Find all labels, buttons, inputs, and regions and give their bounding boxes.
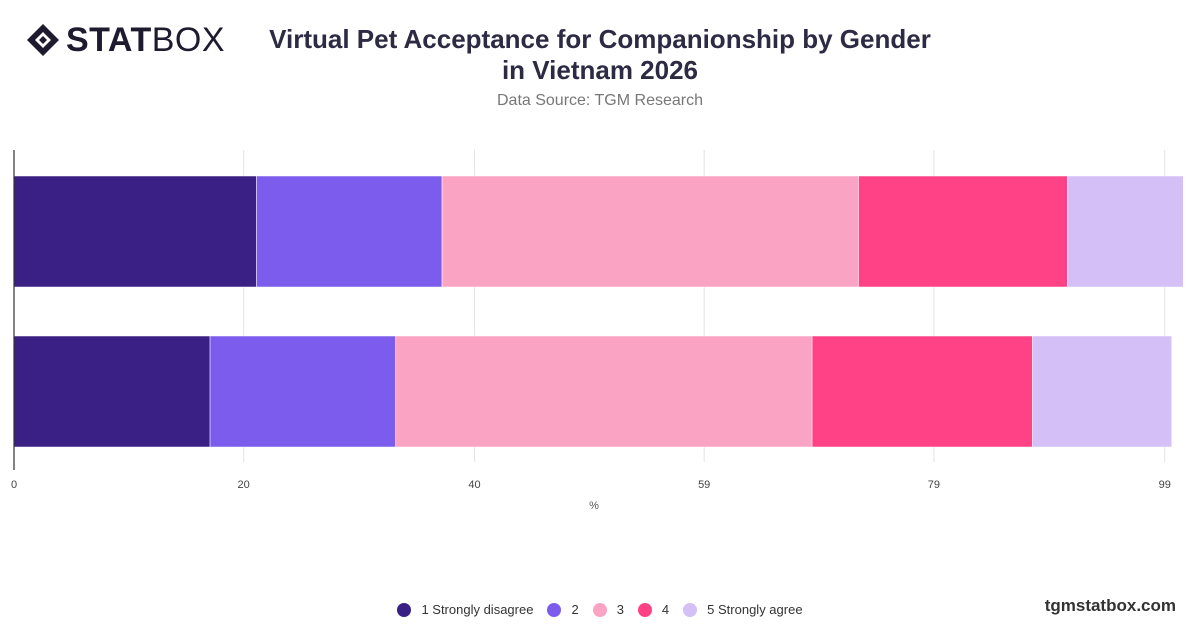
x-tick-label: 40 (468, 479, 480, 491)
x-tick-label: 0 (11, 479, 17, 491)
legend-item[interactable]: 5 Strongly agree (683, 602, 803, 617)
x-axis: 0 20 40 59 79 99% (11, 150, 1171, 512)
bar-segment[interactable] (13, 335, 211, 448)
bar-segment[interactable] (1032, 335, 1172, 448)
bar-segment[interactable] (811, 335, 1033, 448)
legend-item[interactable]: 2 (547, 602, 579, 617)
x-tick-label: 79 (928, 479, 940, 491)
legend-swatch-icon (547, 602, 562, 617)
chart-title: Virtual Pet Acceptance for Companionship… (240, 24, 960, 86)
footer-site: tgmstatbox.com (1044, 596, 1176, 615)
bar-segment[interactable] (209, 335, 396, 448)
legend-label: 3 (616, 602, 624, 617)
legend-label: 2 (571, 602, 579, 617)
legend-label: 1 Strongly disagree (421, 602, 534, 617)
bar-segment[interactable] (441, 175, 859, 288)
chart-title-line-2: in Vietnam 2026 (501, 55, 699, 85)
x-axis-label: % (589, 500, 599, 512)
legend-swatch-icon (592, 602, 607, 617)
diamond-logo-icon (27, 24, 59, 56)
bar-segment[interactable] (858, 175, 1068, 288)
bar-segment[interactable] (1067, 175, 1184, 288)
bar-segment[interactable] (395, 335, 813, 448)
bar-segment[interactable] (256, 175, 443, 288)
legend-item[interactable]: 1 Strongly disagree (397, 602, 533, 617)
legend-label: 5 Strongly agree (707, 602, 803, 617)
x-tick-label: 59 (698, 479, 710, 491)
legend-swatch-icon (683, 602, 698, 617)
bars (13, 175, 1184, 448)
legend-swatch-icon (637, 602, 652, 617)
legend-label: 4 (661, 602, 670, 617)
logo-wordmark: STATBOX (66, 21, 226, 59)
legend: 1 Strongly disagree 2 3 4 5 Strongly agree (0, 602, 1200, 617)
legend-swatch-icon (397, 602, 412, 617)
x-tick-label: 20 (238, 479, 250, 491)
legend-item[interactable]: 4 (637, 602, 670, 617)
x-tick-label: 99 (1159, 479, 1171, 491)
statbox-logo: STATBOX (26, 22, 225, 58)
chart-title-line-1: Virtual Pet Acceptance for Companionship… (269, 24, 931, 54)
stacked-bar-chart: 0 20 40 59 79 99% (11, 150, 1184, 512)
chart-subtitle: Data Source: TGM Research (496, 92, 703, 109)
legend-item[interactable]: 3 (592, 602, 624, 617)
bar-segment[interactable] (13, 175, 257, 288)
